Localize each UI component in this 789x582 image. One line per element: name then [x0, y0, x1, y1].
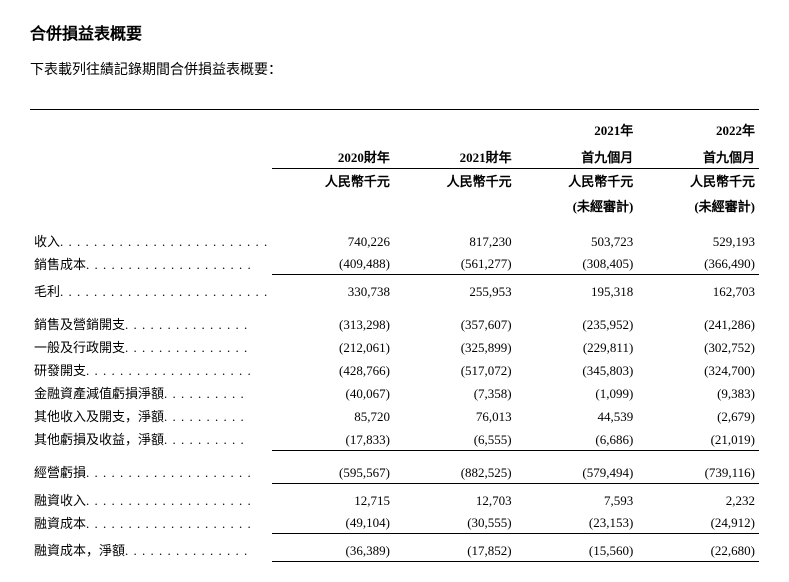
- row-label-gross: 毛利: [34, 284, 60, 299]
- row-label-otherinc: 其他收入及開支，淨額: [34, 409, 164, 424]
- cell: (23,153): [516, 511, 638, 534]
- cell: (21,019): [637, 427, 759, 450]
- unit-2: 人民幣千元: [394, 168, 516, 194]
- unit-4-l2: (未經審計): [637, 194, 759, 219]
- row-label-revenue: 收入: [34, 234, 60, 249]
- cell: (7,358): [394, 381, 516, 404]
- col-header-2021-9m: 首九個月: [516, 141, 638, 169]
- cell: (345,803): [516, 358, 638, 381]
- col-header-2021-9m-l1: 2021年: [516, 114, 638, 141]
- unit-row-2: (未經審計) (未經審計): [30, 194, 759, 219]
- col-header-2021: 2021財年: [394, 141, 516, 169]
- cell: (882,525): [394, 460, 516, 483]
- table-row: 融資成本. . . . . . . . . . . . . . . . . . …: [30, 511, 759, 534]
- cell: 2,232: [637, 488, 759, 511]
- cell: 503,723: [516, 229, 638, 252]
- table-row: 毛利. . . . . . . . . . . . . . . . . . . …: [30, 279, 759, 302]
- row-label-rd: 研發開支: [34, 363, 86, 378]
- cell: (517,072): [394, 358, 516, 381]
- cell: (428,766): [272, 358, 394, 381]
- row-label-cos: 銷售成本: [34, 257, 86, 272]
- table-row: 其他虧損及收益，淨額. . . . . . . . . . (17,833) (…: [30, 427, 759, 450]
- table-row: 融資成本，淨額. . . . . . . . . . . . . . . (36…: [30, 538, 759, 561]
- row-label-selling: 銷售及營銷開支: [34, 317, 125, 332]
- table-row: 研發開支. . . . . . . . . . . . . . . . . . …: [30, 358, 759, 381]
- col-header-2022-9m: 首九個月: [637, 141, 759, 169]
- unit-3-l1: 人民幣千元: [516, 168, 638, 194]
- cell: (2,679): [637, 404, 759, 427]
- cell: 740,226: [272, 229, 394, 252]
- income-statement-table: 2021年 2022年 2020財年 2021財年 首九個月 首九個月 人民幣千…: [30, 99, 759, 562]
- col-header-2020-l1: [272, 114, 394, 141]
- cell: 85,720: [272, 404, 394, 427]
- col-header-2020: 2020財年: [272, 141, 394, 169]
- row-label-finrev: 融資收入: [34, 493, 86, 508]
- row-label-otherloss: 其他虧損及收益，淨額: [34, 432, 164, 447]
- cell: (308,405): [516, 252, 638, 275]
- cell: (1,099): [516, 381, 638, 404]
- row-label-impair: 金融資產減值虧損淨額: [34, 386, 164, 401]
- cell: 162,703: [637, 279, 759, 302]
- table-row: 一般及行政開支. . . . . . . . . . . . . . . (21…: [30, 335, 759, 358]
- cell: (325,899): [394, 335, 516, 358]
- cell: (739,116): [637, 460, 759, 483]
- cell: (49,104): [272, 511, 394, 534]
- cell: 195,318: [516, 279, 638, 302]
- cell: (366,490): [637, 252, 759, 275]
- header-row-1: 2021年 2022年: [30, 114, 759, 141]
- cell: (324,700): [637, 358, 759, 381]
- unit-1: 人民幣千元: [272, 168, 394, 194]
- cell: (212,061): [272, 335, 394, 358]
- cell: (561,277): [394, 252, 516, 275]
- row-label-oploss: 經營虧損: [34, 465, 86, 480]
- cell: 529,193: [637, 229, 759, 252]
- cell: (30,555): [394, 511, 516, 534]
- cell: (40,067): [272, 381, 394, 404]
- cell: 255,953: [394, 279, 516, 302]
- cell: (15,560): [516, 538, 638, 561]
- table-row: 銷售及營銷開支. . . . . . . . . . . . . . . (31…: [30, 312, 759, 335]
- cell: (313,298): [272, 312, 394, 335]
- cell: (6,686): [516, 427, 638, 450]
- table-row: 經營虧損. . . . . . . . . . . . . . . . . . …: [30, 460, 759, 483]
- table-row: 其他收入及開支，淨額. . . . . . . . . . 85,720 76,…: [30, 404, 759, 427]
- table-row: 融資收入. . . . . . . . . . . . . . . . . . …: [30, 488, 759, 511]
- cell: 12,715: [272, 488, 394, 511]
- cell: (595,567): [272, 460, 394, 483]
- cell: (36,389): [272, 538, 394, 561]
- cell: (409,488): [272, 252, 394, 275]
- section-title: 合併損益表概要: [30, 20, 759, 44]
- cell: (9,383): [637, 381, 759, 404]
- table-row: 銷售成本. . . . . . . . . . . . . . . . . . …: [30, 252, 759, 275]
- cell: (579,494): [516, 460, 638, 483]
- unit-row-1: 人民幣千元 人民幣千元 人民幣千元 人民幣千元: [30, 168, 759, 194]
- cell: 76,013: [394, 404, 516, 427]
- cell: (17,852): [394, 538, 516, 561]
- cell: (241,286): [637, 312, 759, 335]
- header-row-2: 2020財年 2021財年 首九個月 首九個月: [30, 141, 759, 169]
- row-label-fincost: 融資成本: [34, 516, 86, 531]
- table-row: 金融資產減值虧損淨額. . . . . . . . . . (40,067) (…: [30, 381, 759, 404]
- cell: (235,952): [516, 312, 638, 335]
- cell: 44,539: [516, 404, 638, 427]
- cell: (22,680): [637, 538, 759, 561]
- col-header-2022-9m-l1: 2022年: [637, 114, 759, 141]
- cell: (24,912): [637, 511, 759, 534]
- col-header-2021-l1: [394, 114, 516, 141]
- cell: (302,752): [637, 335, 759, 358]
- section-subtitle: 下表載列往績記錄期間合併損益表概要：: [30, 59, 759, 79]
- cell: 330,738: [272, 279, 394, 302]
- cell: (17,833): [272, 427, 394, 450]
- cell: 7,593: [516, 488, 638, 511]
- cell: 817,230: [394, 229, 516, 252]
- row-label-admin: 一般及行政開支: [34, 340, 125, 355]
- unit-4-l1: 人民幣千元: [637, 168, 759, 194]
- cell: (6,555): [394, 427, 516, 450]
- unit-3-l2: (未經審計): [516, 194, 638, 219]
- cell: (357,607): [394, 312, 516, 335]
- cell: (229,811): [516, 335, 638, 358]
- cell: 12,703: [394, 488, 516, 511]
- table-row: 收入. . . . . . . . . . . . . . . . . . . …: [30, 229, 759, 252]
- row-label-fincostnet: 融資成本，淨額: [34, 543, 125, 558]
